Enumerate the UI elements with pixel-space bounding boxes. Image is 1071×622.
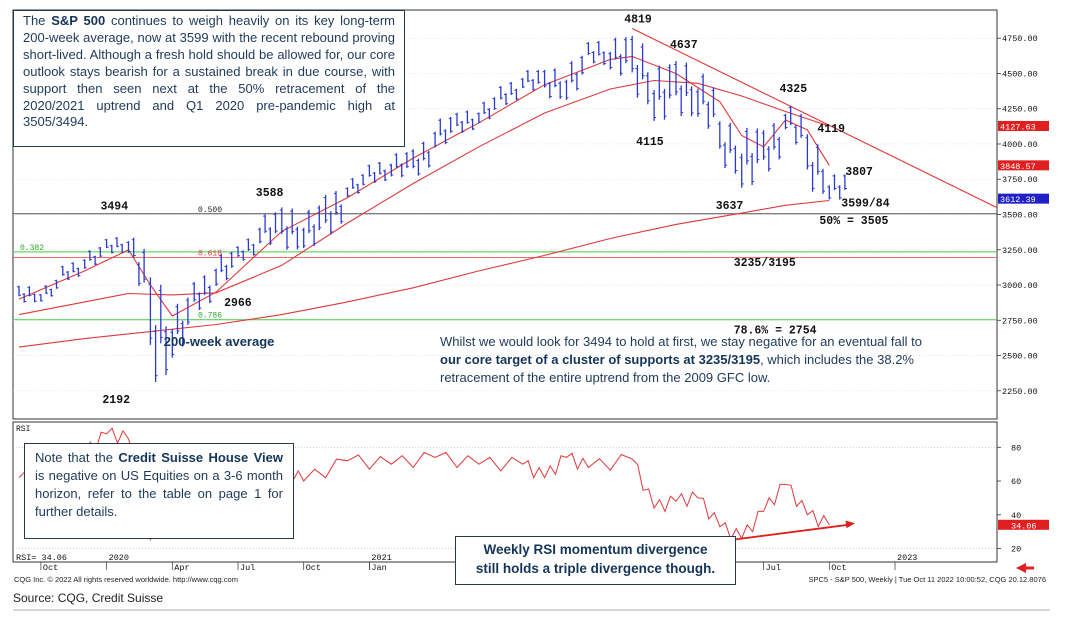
price-annotation: 2966 [224, 297, 252, 310]
footer-copyright: CQG Inc. © 2022 All rights reserved worl… [14, 575, 238, 584]
x-axis-label: Oct [306, 563, 321, 573]
rsi-tick-label: 60 [1011, 477, 1021, 487]
divergence-arrow-head [845, 520, 856, 529]
retracement-label: 0.618 [198, 250, 222, 259]
price-tick-label: 4250.00 [1002, 105, 1038, 115]
rsi-tick-label: 80 [1011, 443, 1021, 453]
rsi-title: RSI [16, 425, 30, 434]
price-tick-label: 2750.00 [1002, 316, 1038, 326]
rsi-value-label: RSI= 34.06 [16, 553, 67, 563]
price-annotation: 3807 [845, 166, 873, 179]
price-badges: 4127.63 3848.57 3612.39 [998, 120, 1049, 205]
price-annotation: 50% = 3505 [819, 215, 888, 228]
x-axis-label: 2023 [897, 553, 917, 563]
x-axis-label: Jan [371, 563, 386, 573]
rsi-tick-label: 20 [1011, 545, 1021, 555]
x-axis-label: 2021 [371, 553, 391, 563]
price-tick-label: 2250.00 [1002, 387, 1038, 397]
footer-chart-info: SPC5 - S&P 500, Weekly | Tue Oct 11 2022… [808, 575, 1046, 584]
price-annotation: 4119 [817, 123, 845, 136]
price-annotation: 4115 [636, 136, 664, 149]
x-axis-label: Apr [174, 563, 189, 573]
price-axis: 2250.00 2500.00 2750.00 3000.00 3250.00 3500.… [997, 34, 1038, 397]
price-annotation: 3494 [101, 200, 129, 213]
commentary-box: The S&P 500 continues to weigh heavily o… [13, 10, 405, 147]
price-badge [998, 160, 1049, 171]
price-annotations: 4819 4637 4325 4119 4115 3807 3637 3599/84 50% =… [101, 13, 890, 406]
price-annotation: 4637 [670, 39, 698, 52]
price-tick-label: 3750.00 [1002, 175, 1038, 185]
house-view-box: Note that the Credit Suisse House View i… [24, 443, 294, 539]
downtrend-line [631, 27, 998, 209]
rsi-divergence-box: Weekly RSI momentum divergence still hol… [455, 536, 736, 585]
price-annotation: 3588 [256, 187, 284, 200]
retracement-label: 0.786 [198, 312, 222, 321]
price-tick-label: 3250.00 [1002, 246, 1038, 256]
scroll-arrow-icon[interactable] [1016, 563, 1026, 573]
price-badge [998, 193, 1049, 204]
price-annotation: 4819 [624, 13, 652, 26]
price-badge [998, 120, 1049, 131]
price-annotation: 78.6% = 2754 [734, 325, 817, 338]
price-annotation: 2192 [102, 394, 130, 407]
price-badge-label: 4127.63 [1000, 122, 1036, 132]
source-caption: Source: CQG, Credit Suisse [13, 591, 164, 605]
price-tick-label: 4500.00 [1002, 69, 1038, 79]
price-annotation: 4325 [780, 83, 808, 96]
rsi-badge-label: 34.06 [1011, 521, 1037, 531]
price-levels: 0.500 0.382 0.618 0.786 [13, 206, 997, 321]
retracement-label: 0.382 [20, 244, 44, 253]
x-axis-label: Jul [766, 563, 781, 573]
retracement-label: 0.500 [198, 206, 222, 215]
x-axis-label: Jul [240, 563, 255, 573]
moving-average-line [18, 199, 830, 348]
rsi-box-line2: still holds a triple divergence though. [475, 561, 716, 576]
price-tick-label: 2500.00 [1002, 352, 1038, 362]
rsi-badge [998, 519, 1049, 530]
x-axis-label: 2020 [109, 553, 129, 563]
price-bars [17, 35, 847, 382]
price-annotation: 3235/3195 [734, 257, 796, 270]
price-tick-label: 4000.00 [1002, 140, 1038, 150]
x-axis: Oct2020AprJulOct2021JanAprJulOct2023 [40, 553, 917, 573]
price-badge-label: 3848.57 [1000, 162, 1036, 172]
price-tick-label: 4750.00 [1002, 34, 1038, 44]
target-commentary: Whilst we would look for 3494 to hold at… [440, 334, 922, 385]
scroll-arrow-icon-stem [1026, 566, 1034, 570]
price-badge-label: 3612.39 [1000, 195, 1036, 205]
rsi-tick-label: 40 [1011, 511, 1021, 521]
rsi-box-line1: Weekly RSI momentum divergence [483, 542, 708, 557]
price-tick-label: 3000.00 [1002, 281, 1038, 291]
price-tick-label: 3500.00 [1002, 211, 1038, 221]
price-annotation: 3637 [716, 200, 744, 213]
x-axis-label: Oct [831, 563, 846, 573]
price-annotation: 3599/84 [841, 198, 889, 211]
x-axis-label: Oct [43, 563, 58, 573]
price-grid [13, 37, 997, 392]
moving-average-line [18, 55, 830, 317]
price-annotation: 200-week average [164, 334, 275, 349]
